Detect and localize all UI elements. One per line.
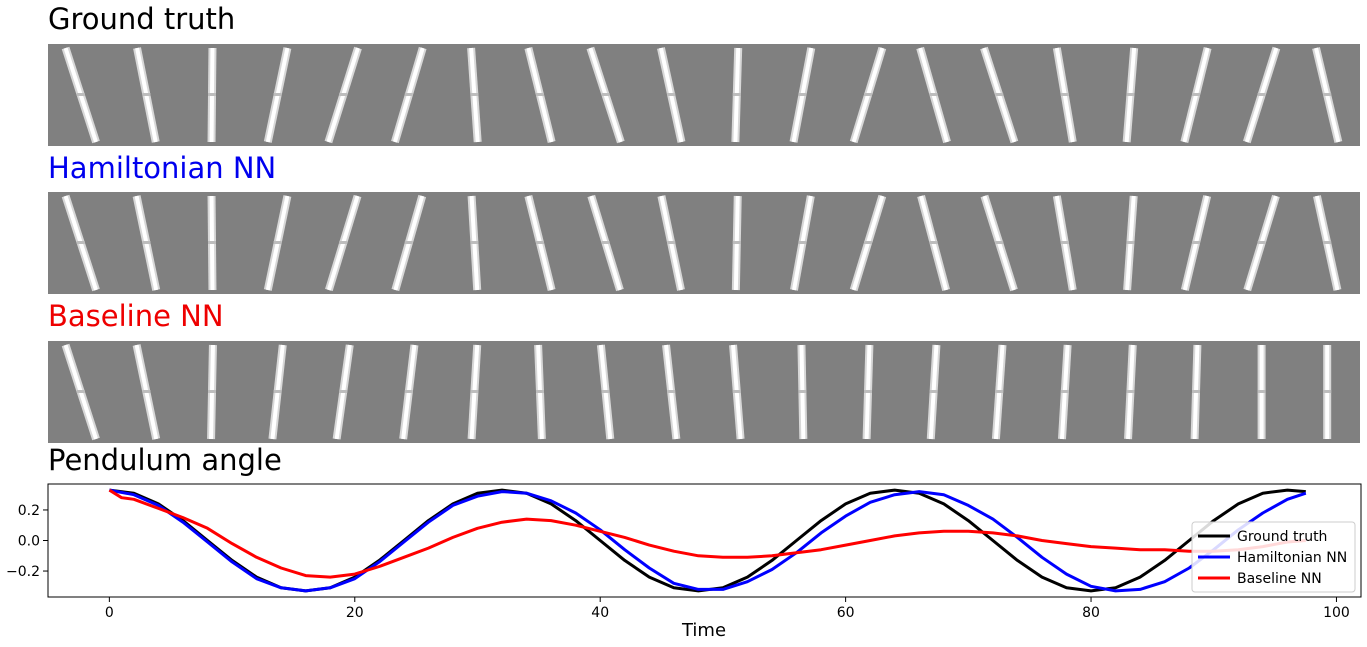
ground-truth-frame: [731, 47, 743, 143]
legend-label: Baseline NN: [1237, 571, 1322, 587]
legend-label: Ground truth: [1237, 529, 1327, 545]
hamiltonian-nn-strip: [48, 192, 1360, 294]
hamiltonian-nn-frame: [467, 195, 482, 291]
hamiltonian-nn-frame: [731, 195, 742, 291]
hamiltonian-nn-title: Hamiltonian NN: [48, 151, 277, 185]
hamiltonian-nn-frame: [657, 195, 685, 291]
x-tick-label: 60: [837, 605, 855, 621]
hamiltonian-nn-frame: [849, 194, 887, 292]
ground-truth-frame: [789, 47, 816, 143]
baseline-nn-frame: [1124, 344, 1137, 440]
baseline-nn-frame: [991, 344, 1007, 440]
hamiltonian-nn-frame: [263, 195, 292, 291]
baseline-nn-frame: [662, 344, 681, 440]
baseline-nn-frame: [399, 344, 419, 440]
hamiltonian-nn-frame: [980, 194, 1018, 292]
x-tick-label: 100: [1323, 605, 1350, 621]
hamiltonian-nn-frame: [790, 195, 815, 291]
hamiltonian-nn-frame: [917, 194, 951, 292]
hamiltonian-nn-frame: [1052, 195, 1077, 291]
ground-truth-title: Ground truth: [48, 2, 236, 36]
hamiltonian-nn-frame: [587, 194, 624, 292]
hamiltonian-nn-frame: [1313, 195, 1342, 291]
baseline-nn-frame: [862, 344, 874, 440]
y-tick-label: −0.2: [6, 564, 40, 580]
ground-truth-frame: [391, 46, 427, 144]
baseline-nn-frame: [534, 344, 546, 440]
ground-truth-frame: [657, 47, 686, 143]
y-tick-label: 0.0: [18, 534, 40, 550]
hamiltonian-nn-frame: [391, 194, 427, 292]
axes-layer: 0 20 40 60 80 100 0.2 0.0 −0.2: [6, 483, 1362, 621]
baseline-nn-frame: [729, 344, 745, 440]
y-tick-label: 0.2: [18, 503, 40, 519]
plot-frame: [47, 483, 1362, 598]
ground-truth-frame: [916, 46, 951, 144]
baseline-nn-frame: [797, 344, 808, 440]
ground-truth-strip: [48, 44, 1360, 146]
pendulum-angle-title: Pendulum angle: [48, 443, 282, 477]
baseline-nn-frames: [61, 343, 1332, 441]
baseline-nn-frame: [1323, 345, 1332, 439]
pendulum-angle-chart: 0 20 40 60 80 100 0.2 0.0 −0.2 Ground truth Hamil…: [6, 483, 1362, 641]
ground-truth-frame: [524, 47, 556, 143]
legend-label: Hamiltonian NN: [1237, 550, 1347, 566]
x-tick-label: 20: [346, 605, 364, 621]
hamiltonian-nn-frame: [325, 194, 362, 292]
baseline-nn-title: Baseline NN: [48, 299, 224, 333]
legend-box: [1191, 521, 1356, 593]
hamiltonian-nn-frames: [61, 194, 1342, 292]
ground-truth-frame: [1242, 46, 1281, 144]
hamiltonian-nn-frame: [524, 195, 556, 291]
ground-truth-frame: [61, 46, 100, 144]
series-layer: [108, 488, 1307, 593]
ground-truth-frames: [61, 46, 1343, 144]
baseline-nn-frame: [596, 344, 615, 440]
hamiltonian-nn-frame: [1180, 195, 1212, 291]
ground-truth-frame: [324, 46, 362, 144]
x-axis-label: Time: [681, 620, 726, 641]
baseline-nn-frame: [61, 343, 100, 441]
ground-truth-frame: [849, 46, 887, 144]
hamiltonian-nn-frame: [1243, 194, 1280, 292]
ground-truth-frame: [263, 47, 292, 143]
ground-truth-frame: [980, 46, 1019, 144]
hamiltonian-nn-frame: [132, 195, 161, 291]
hamiltonian-nn-frame: [207, 195, 217, 291]
hamiltonian-nn-frame: [61, 194, 100, 292]
baseline-nn-frame: [207, 344, 217, 440]
ground-truth-frame: [207, 47, 217, 143]
x-tick-label: 0: [105, 605, 114, 621]
series-line-2: [108, 488, 1306, 579]
series-line-1: [109, 488, 1307, 593]
baseline-nn-frame: [926, 344, 941, 440]
baseline-nn-frame: [1257, 345, 1266, 439]
baseline-nn-strip: [48, 341, 1360, 443]
ground-truth-frame: [586, 46, 625, 144]
hamiltonian-nn-frame: [1123, 195, 1138, 291]
ground-truth-frame: [133, 47, 160, 143]
ground-truth-frame: [1122, 47, 1139, 143]
x-tick-label: 40: [591, 605, 609, 621]
baseline-nn-frame: [467, 344, 482, 440]
baseline-nn-frame: [268, 344, 287, 440]
x-tick-label: 80: [1082, 605, 1100, 621]
baseline-nn-frame: [1057, 344, 1072, 440]
ground-truth-frame: [1180, 47, 1212, 143]
baseline-nn-frame: [1190, 344, 1202, 440]
ground-truth-frame: [1052, 47, 1077, 143]
baseline-nn-frame: [332, 344, 354, 440]
series-line-0: [109, 488, 1306, 593]
ground-truth-frame: [467, 47, 482, 143]
baseline-nn-frame: [132, 344, 161, 440]
ground-truth-frame: [1312, 47, 1343, 143]
legend: Ground truth Hamiltonian NN Baseline NN: [1191, 521, 1356, 593]
